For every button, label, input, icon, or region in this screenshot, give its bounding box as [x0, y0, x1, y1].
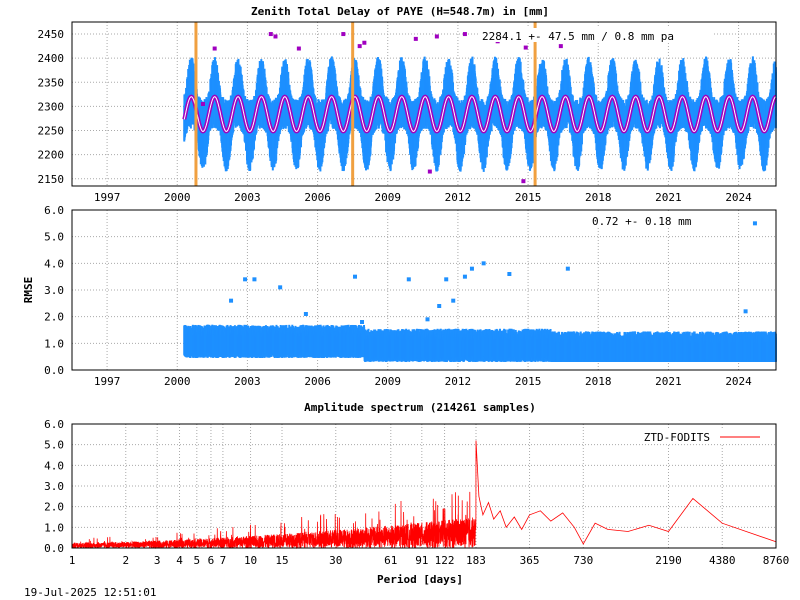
- ztd-x-tick: 2000: [164, 191, 191, 204]
- rmse-x-tick: 2000: [164, 375, 191, 388]
- spectrum-x-tick: 4: [176, 554, 183, 567]
- spectrum-y-tick: 0.0: [44, 542, 64, 555]
- ztd-x-tick: 2024: [725, 191, 752, 204]
- rmse-outlier: [451, 298, 456, 303]
- ztd-annotation: 2284.1 +- 47.5 mm / 0.8 mm pa: [482, 30, 674, 43]
- spectrum-y-tick: 5.0: [44, 439, 64, 452]
- spectrum-x-tick: 61: [384, 554, 397, 567]
- rmse-y-tick: 1.0: [44, 337, 64, 350]
- spectrum-y-tick: 6.0: [44, 418, 64, 431]
- rmse-outlier: [243, 277, 248, 282]
- rmse-x-tick: 2015: [515, 375, 542, 388]
- spectrum-x-tick: 30: [329, 554, 342, 567]
- ztd-y-tick: 2350: [38, 76, 65, 89]
- rmse-outlier: [360, 320, 365, 324]
- rmse-x-tick: 2012: [445, 375, 472, 388]
- spectrum-title: Amplitude spectrum (214261 samples): [304, 401, 536, 414]
- rmse-outlier: [565, 266, 570, 271]
- rmse-y-tick: 4.0: [44, 257, 64, 270]
- rmse-y-tick: 6.0: [44, 204, 64, 217]
- spectrum-x-tick: 1: [69, 554, 76, 567]
- spectrum-x-tick: 6: [208, 554, 215, 567]
- spectrum-x-tick: 2190: [655, 554, 682, 567]
- rmse-x-tick: 2018: [585, 375, 612, 388]
- spectrum-x-tick: 4380: [709, 554, 736, 567]
- spectrum-y-tick: 4.0: [44, 459, 64, 472]
- timestamp: 19-Jul-2025 12:51:01: [24, 586, 156, 599]
- spectrum-x-tick: 122: [435, 554, 455, 567]
- rmse-outlier: [278, 285, 283, 290]
- rmse-annotation: 0.72 +- 0.18 mm: [592, 215, 692, 228]
- ztd-y-tick: 2400: [38, 52, 65, 65]
- spectrum-x-tick: 7: [220, 554, 227, 567]
- spectrum-line: [71, 440, 777, 550]
- ztd-y-tick: 2200: [38, 149, 65, 162]
- spectrum-x-tick: 365: [520, 554, 540, 567]
- rmse-ylabel: RMSE: [22, 277, 35, 304]
- spectrum-x-tick: 730: [573, 554, 593, 567]
- rmse-outlier: [481, 261, 486, 266]
- spectrum-x-tick: 5: [194, 554, 201, 567]
- spectrum-y-tick: 2.0: [44, 501, 64, 514]
- spectrum-frame: [71, 423, 777, 549]
- rmse-x-tick: 2003: [234, 375, 261, 388]
- rmse-outlier: [252, 277, 257, 282]
- rmse-outlier: [752, 221, 757, 226]
- rmse-outlier: [469, 266, 474, 271]
- ztd-y-tick: 2450: [38, 28, 65, 41]
- ztd-model-core: [183, 96, 777, 132]
- rmse-x-tick: 2009: [374, 375, 401, 388]
- ztd-y-tick: 2300: [38, 100, 65, 113]
- ztd-x-tick: 2018: [585, 191, 612, 204]
- ztd-annotation-bg: [478, 28, 714, 42]
- rmse-x-tick: 2024: [725, 375, 752, 388]
- rmse-x-tick: 2021: [655, 375, 682, 388]
- spectrum-x-tick: 3: [154, 554, 161, 567]
- rmse-outlier: [462, 274, 467, 279]
- ztd-x-tick: 2021: [655, 191, 682, 204]
- spectrum-x-tick: 2: [122, 554, 129, 567]
- spectrum-x-tick: 10: [244, 554, 257, 567]
- ztd-frame: [71, 21, 777, 187]
- spectrum-legend-label: ZTD-FODITS: [644, 431, 710, 444]
- rmse-outlier: [406, 277, 411, 282]
- rmse-outlier: [507, 272, 512, 276]
- rmse-y-tick: 2.0: [44, 311, 64, 324]
- rmse-frame: [71, 209, 777, 371]
- ztd-y-tick: 2150: [38, 173, 65, 186]
- rmse-y-tick: 3.0: [44, 284, 64, 297]
- rmse-outlier: [743, 309, 748, 314]
- rmse-x-tick: 1997: [94, 375, 121, 388]
- ztd-x-tick: 2009: [374, 191, 401, 204]
- spectrum-x-tick: 8760: [763, 554, 790, 567]
- ztd-x-tick: 2006: [304, 191, 331, 204]
- spectrum-xlabel: Period [days]: [377, 573, 463, 586]
- ztd-x-tick: 2015: [515, 191, 542, 204]
- rmse-outlier: [303, 312, 308, 316]
- ztd-x-tick: 2003: [234, 191, 261, 204]
- rmse-x-tick: 2006: [304, 375, 331, 388]
- rmse-outlier: [353, 274, 358, 279]
- ztd-title: Zenith Total Delay of PAYE (H=548.7m) in…: [251, 5, 549, 18]
- spectrum-x-tick: 183: [466, 554, 486, 567]
- rmse-y-tick: 0.0: [44, 364, 64, 377]
- spectrum-x-tick: 91: [415, 554, 428, 567]
- rmse-y-tick: 5.0: [44, 231, 64, 244]
- rmse-annotation-bg: [588, 213, 714, 227]
- spectrum-x-tick: 15: [275, 554, 288, 567]
- ztd-x-tick: 2012: [445, 191, 472, 204]
- rmse-outlier: [444, 277, 449, 282]
- ztd-x-tick: 1997: [94, 191, 121, 204]
- rmse-outlier: [229, 298, 234, 303]
- spectrum-legend-bg: [632, 430, 772, 444]
- rmse-points: [183, 324, 777, 362]
- spectrum-y-tick: 3.0: [44, 480, 64, 493]
- rmse-outlier: [425, 317, 430, 322]
- rmse-outlier: [437, 304, 442, 308]
- spectrum-y-tick: 1.0: [44, 521, 64, 534]
- ztd-y-tick: 2250: [38, 125, 65, 138]
